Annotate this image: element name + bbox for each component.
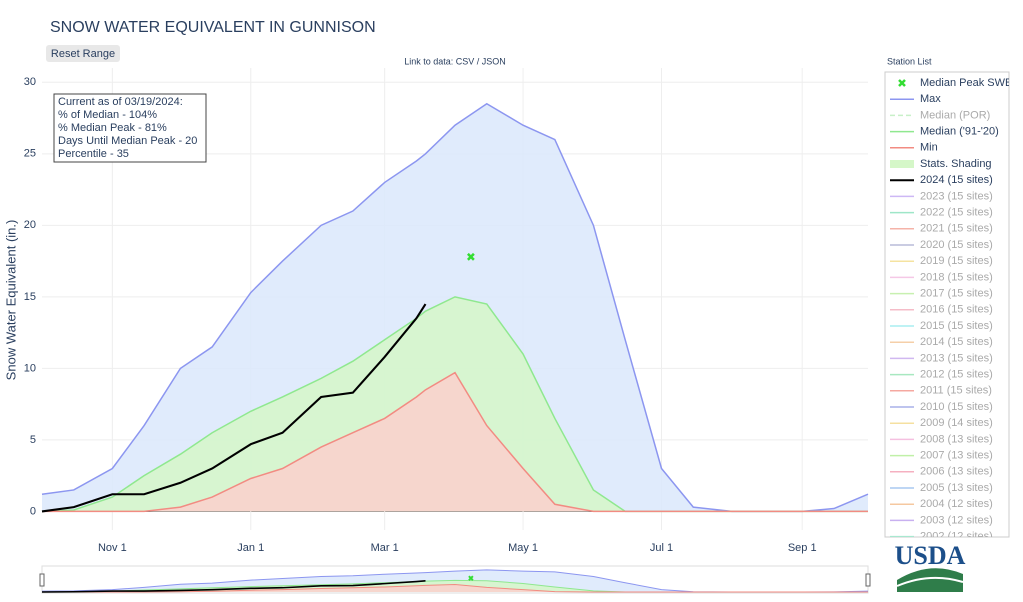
annotation-line: % Median Peak - 81% [58,122,167,134]
legend-label[interactable]: Stats. Shading [920,158,992,170]
legend-label[interactable]: Max [920,93,941,105]
chart-title: SNOW WATER EQUIVALENT IN GUNNISON [50,19,376,36]
y-tick-label: 5 [30,434,36,446]
legend-label[interactable]: 2010 (15 sites) [920,401,993,413]
legend-title: Station List [887,56,932,66]
legend-symbol [890,160,914,168]
x-tick-label: Jan 1 [237,542,264,554]
legend-label[interactable]: 2003 (12 sites) [920,514,993,526]
legend-box [884,71,1010,538]
series-line [42,583,868,593]
logo-text: USDA [895,541,966,570]
legend-label[interactable]: Median Peak SWE [920,77,1012,89]
legend-label[interactable]: 2020 (15 sites) [920,239,993,251]
legend-label[interactable]: 2013 (15 sites) [920,352,993,364]
legend-label[interactable]: 2018 (15 sites) [920,271,993,283]
y-tick-label: 15 [24,291,36,303]
legend-label[interactable]: Median (POR) [920,109,990,121]
reset-button[interactable] [46,45,120,62]
legend-label[interactable]: 2019 (15 sites) [920,255,993,267]
annotation-box [53,93,207,163]
legend-label[interactable]: 2024 (15 sites) [920,174,993,186]
median-peak-marker [468,575,474,581]
reset-button-label[interactable]: Reset Range [51,48,115,60]
legend-label[interactable]: 2015 (15 sites) [920,320,993,332]
legend-label[interactable]: Median ('91-'20) [920,126,999,138]
legend-label[interactable]: 2023 (15 sites) [920,190,993,202]
legend-label[interactable]: 2004 (12 sites) [920,498,993,510]
legend-label[interactable]: 2012 (15 sites) [920,369,993,381]
annotation-line: % of Median - 104% [58,109,157,121]
y-axis-title: Snow Water Equivalent (in.) [3,220,18,381]
legend-symbol [898,79,906,87]
legend-label[interactable]: Min [920,142,938,154]
legend-label[interactable]: 2009 (14 sites) [920,417,993,429]
x-tick-label: Jul 1 [650,542,673,554]
series-area [42,584,868,592]
x-tick-label: Nov 1 [98,542,127,554]
range-slider [39,565,871,594]
legend-label[interactable]: 2005 (13 sites) [920,482,993,494]
data-link[interactable]: Link to data: CSV / JSON [404,56,506,66]
annotation-line: Current as of 03/19/2024: [58,96,183,108]
y-tick-label: 30 [24,76,36,88]
range-handle[interactable] [865,573,871,587]
legend-label[interactable]: 2011 (15 sites) [920,385,992,397]
x-tick-label: Sep 1 [788,542,817,554]
legend-label[interactable]: 2016 (15 sites) [920,304,993,316]
y-tick-label: 20 [24,219,36,231]
x-tick-label: May 1 [508,542,538,554]
legend-label[interactable]: 2017 (15 sites) [920,288,993,300]
legend-label[interactable]: 2006 (13 sites) [920,466,993,478]
series-area [42,372,868,512]
x-tick-label: Mar 1 [371,542,399,554]
y-tick-label: 25 [24,148,36,160]
annotation-line: Percentile - 35 [58,148,129,160]
median-peak-marker [467,252,475,261]
legend: Median Peak SWE Max Median (POR) Median ('9… [890,77,1012,543]
y-tick-label: 10 [24,362,36,374]
legend-label[interactable]: 2021 (15 sites) [920,223,993,235]
series-line [41,579,426,593]
logo: USDA [895,541,966,592]
annotation-line: Days Until Median Peak - 20 [58,135,197,147]
series-line [41,303,427,513]
legend-label[interactable]: 2008 (13 sites) [920,433,993,445]
legend-label[interactable]: 2002 (12 sites) [920,531,993,543]
legend-label[interactable]: 2022 (15 sites) [920,207,993,219]
legend-label[interactable]: 2007 (13 sites) [920,450,993,462]
y-tick-label: 0 [30,505,36,517]
legend-label[interactable]: 2014 (15 sites) [920,336,993,348]
range-handle[interactable] [39,573,45,587]
series-line [42,371,868,513]
